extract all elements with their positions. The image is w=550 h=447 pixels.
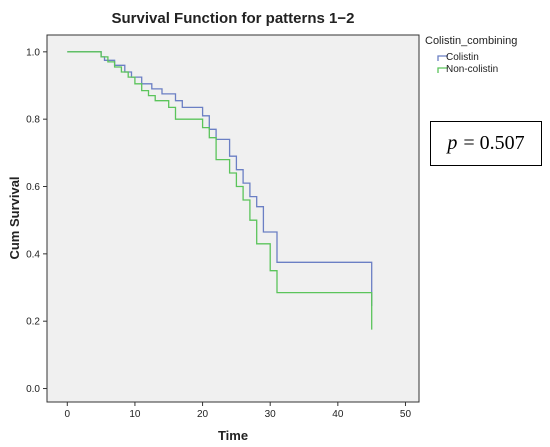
y-axis: 0.0 0.2 0.4 0.6 0.8 1.0 xyxy=(26,47,47,395)
p-value-symbol: p xyxy=(447,132,458,154)
y-axis-label: Cum Survival xyxy=(7,176,22,259)
legend-swatch xyxy=(437,67,448,73)
x-axis-label: Time xyxy=(218,428,248,443)
y-tick-label: 0.2 xyxy=(26,317,40,328)
x-tick-label: 20 xyxy=(197,409,209,420)
y-tick-label: 0.8 xyxy=(26,115,40,126)
x-tick-label: 10 xyxy=(129,409,141,420)
plot-area xyxy=(46,34,420,403)
series-line-colistin xyxy=(67,51,373,306)
legend-title: Colistin_combining xyxy=(425,35,517,47)
y-tick-label: 0.0 xyxy=(26,384,40,395)
legend-swatch xyxy=(437,55,448,61)
p-value-annotation: p = 0.507 xyxy=(430,121,542,166)
legend-label: Non-colistin xyxy=(446,64,498,75)
y-tick-label: 1.0 xyxy=(26,47,40,58)
y-tick-label: 0.6 xyxy=(26,182,40,193)
x-tick-label: 30 xyxy=(265,409,277,420)
x-tick-label: 40 xyxy=(332,409,344,420)
series-line-non-colistin xyxy=(67,51,373,330)
y-tick-label: 0.4 xyxy=(26,249,40,260)
chart-title: Survival Function for patterns 1−2 xyxy=(112,10,355,27)
series-lines xyxy=(67,51,373,330)
x-tick-label: 0 xyxy=(65,409,71,420)
x-axis: 0 10 20 30 40 50 xyxy=(65,402,412,420)
p-value-text: = 0.507 xyxy=(463,132,525,154)
legend-label: Colistin xyxy=(446,52,479,63)
x-tick-label: 50 xyxy=(400,409,412,420)
